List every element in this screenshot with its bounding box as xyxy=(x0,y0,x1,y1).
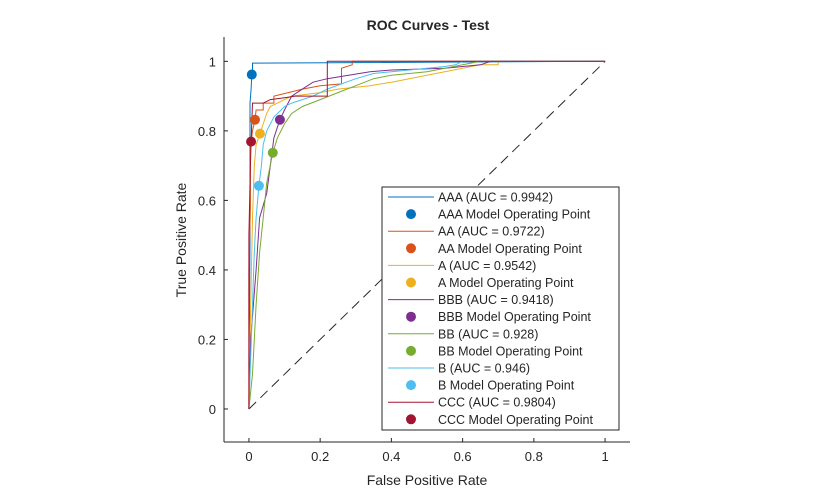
y-axis-label: True Positive Rate xyxy=(173,182,189,297)
legend-entry-label: AA Model Operating Point xyxy=(438,242,582,256)
legend-entry-label: AAA Model Operating Point xyxy=(438,208,591,222)
operating-point-b xyxy=(253,180,264,191)
y-tick-label: 0.8 xyxy=(198,124,216,139)
operating-point-aa xyxy=(249,114,260,125)
legend-marker-swatch xyxy=(406,209,416,220)
operating-point-a xyxy=(254,128,265,139)
roc-curve-ccc xyxy=(248,60,606,409)
legend-entry-label: A (AUC = 0.9542) xyxy=(438,259,536,273)
legend-entry-label: B Model Operating Point xyxy=(438,379,575,393)
legend-entry-label: A Model Operating Point xyxy=(438,276,574,290)
roc-curve-b xyxy=(248,60,606,410)
y-tick-label: 0.6 xyxy=(198,193,216,208)
legend-marker-swatch xyxy=(406,277,416,288)
x-tick-label: 0.6 xyxy=(454,449,472,464)
operating-point-ccc xyxy=(246,136,257,147)
legend-marker-swatch xyxy=(406,345,416,356)
legend-entry-label: CCC Model Operating Point xyxy=(438,413,593,427)
legend-marker-swatch xyxy=(406,380,416,391)
legend-marker-swatch xyxy=(406,311,416,322)
y-tick-label: 0.4 xyxy=(198,263,216,278)
legend-entry-label: BB (AUC = 0.928) xyxy=(438,327,538,341)
x-tick-label: 0.8 xyxy=(525,449,543,464)
plot-area xyxy=(246,60,606,410)
operating-point-bb xyxy=(267,147,278,158)
legend-marker-swatch xyxy=(406,243,416,254)
legend-marker-swatch xyxy=(406,414,416,425)
legend-entry-label: BB Model Operating Point xyxy=(438,344,583,358)
legend-entry-label: B (AUC = 0.946) xyxy=(438,362,530,376)
x-tick-label: 1 xyxy=(601,449,608,464)
legend-entry-label: AAA (AUC = 0.9942) xyxy=(438,191,553,205)
legend: AAA (AUC = 0.9942) AAA Model Operating Po… xyxy=(381,186,620,431)
operating-point-bbb xyxy=(274,114,285,125)
x-tick-label: 0.4 xyxy=(382,449,400,464)
x-tick-label: 0.2 xyxy=(311,449,329,464)
legend-entry-label: AA (AUC = 0.9722) xyxy=(438,225,545,239)
legend-entry-label: BBB (AUC = 0.9418) xyxy=(438,293,554,307)
x-tick-label: 0 xyxy=(245,449,252,464)
x-axis-label: False Positive Rate xyxy=(367,472,488,488)
roc-curve-bbb xyxy=(248,60,606,410)
axes: 0 0.2 0.4 0.6 0.8 1 0 0.2 0.4 0.6 0.8 1 xyxy=(198,37,630,464)
y-tick-label: 0 xyxy=(209,402,216,417)
operating-point-aaa xyxy=(246,69,257,80)
chart-title: ROC Curves - Test xyxy=(367,17,490,33)
y-tick-label: 0.2 xyxy=(198,332,216,347)
legend-box xyxy=(381,186,620,431)
legend-entry-label: CCC (AUC = 0.9804) xyxy=(438,396,556,410)
y-tick-label: 1 xyxy=(209,54,216,69)
roc-curve-a xyxy=(248,60,606,410)
legend-entry-label: BBB Model Operating Point xyxy=(438,310,591,324)
roc-curve-bb xyxy=(248,60,606,410)
